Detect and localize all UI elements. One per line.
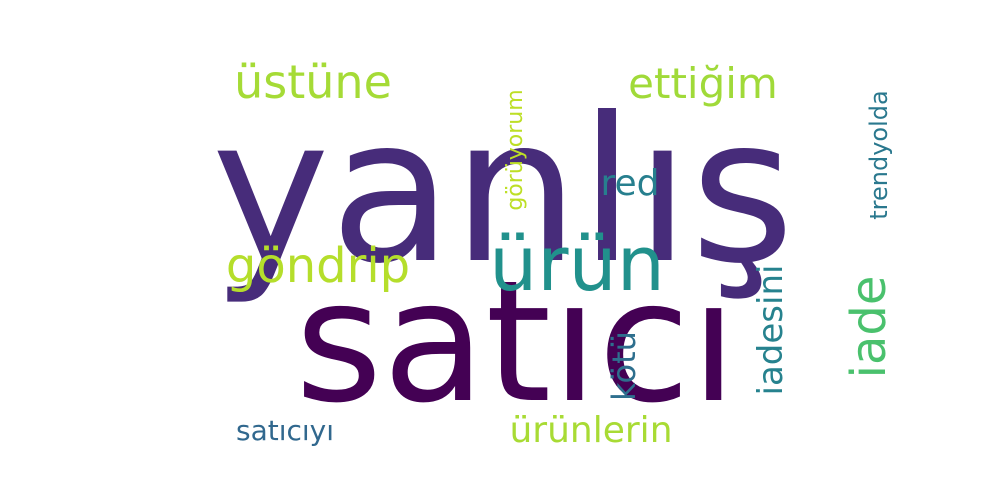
word-red: red — [600, 163, 659, 204]
word-ettigim: ettiğim — [628, 59, 778, 108]
word-ustune: üstüne — [234, 55, 392, 109]
word-urunlerin: ürünlerin — [509, 410, 672, 451]
word-trendyolda: trendyolda — [865, 90, 893, 219]
word-goruyorum: görüyorum — [503, 89, 528, 210]
word-yanlis: yanlış — [211, 75, 794, 308]
word-iade: iade — [841, 276, 897, 379]
word-satici: satıcı — [295, 244, 737, 440]
word-gondrip: göndrip — [226, 238, 410, 294]
word-kotu: kötü — [605, 331, 643, 401]
word-iadesini: iadesini — [751, 265, 791, 396]
word-urun: ürün — [489, 219, 665, 308]
word-saticiyi: satıcıyı — [236, 414, 334, 447]
